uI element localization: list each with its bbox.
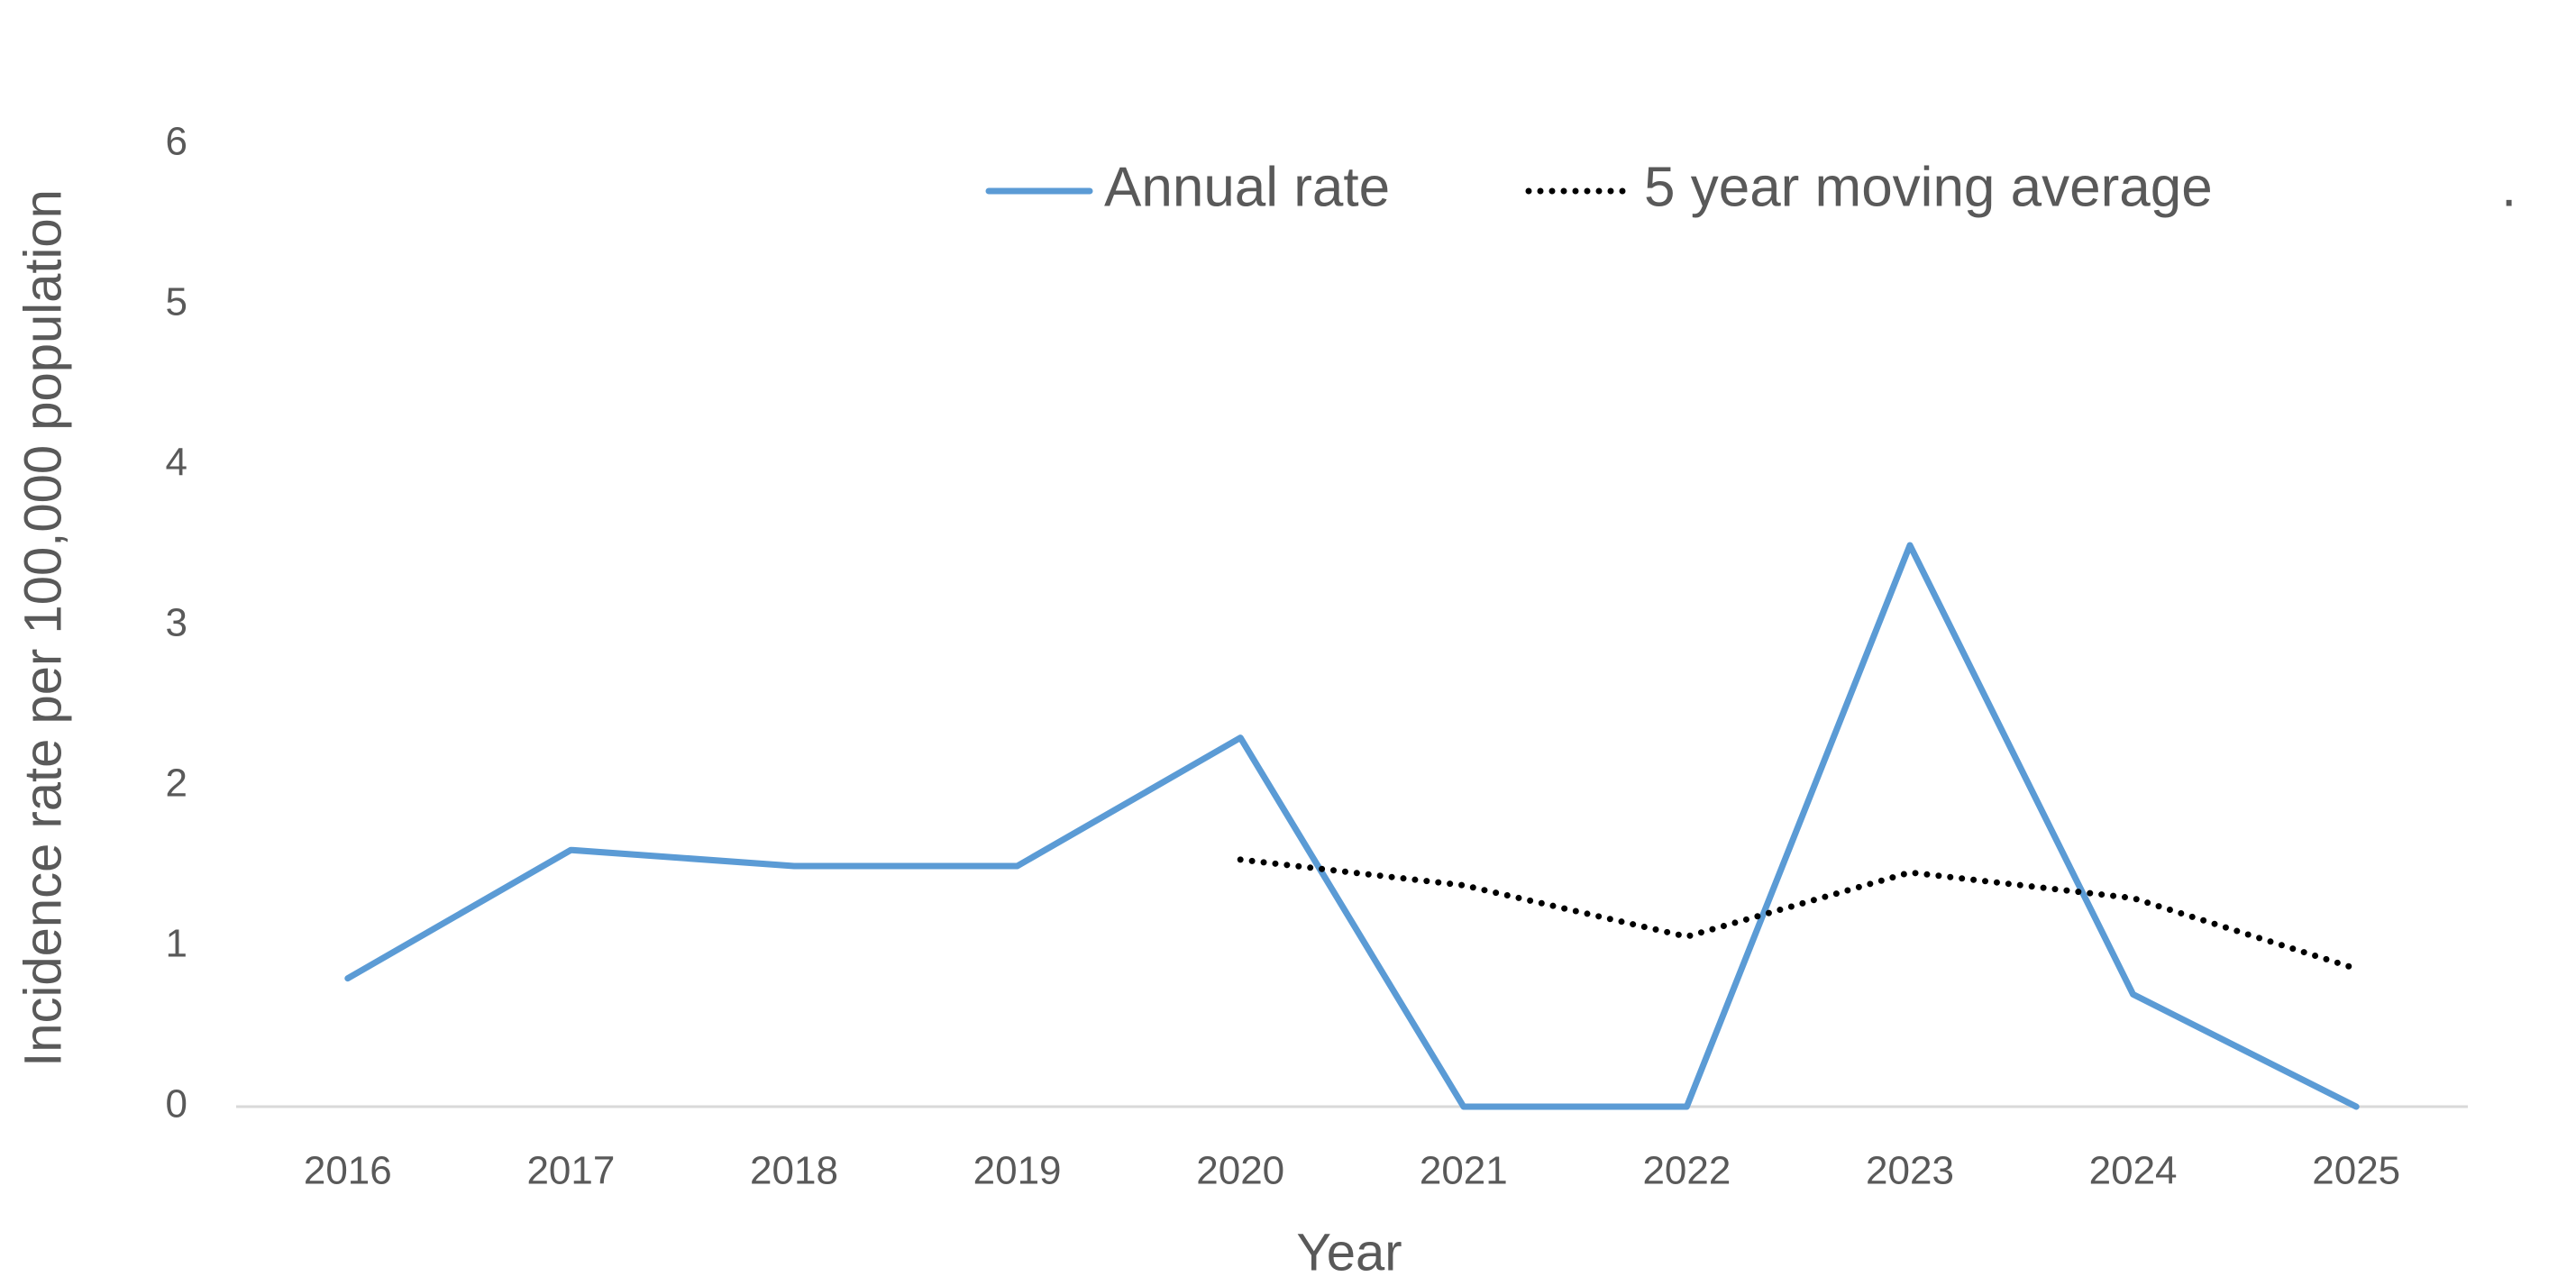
x-tick-label: 2018	[750, 1149, 838, 1193]
x-tick-label: 2019	[973, 1149, 1062, 1193]
y-tick-label: 0	[166, 1082, 187, 1126]
x-tick-label: 2024	[2089, 1149, 2178, 1193]
series-line	[344, 542, 2360, 1110]
y-tick-label: 5	[166, 280, 187, 324]
x-tick-label: 2020	[1196, 1149, 1284, 1193]
legend-label: .	[2501, 156, 2517, 218]
x-axis-title: Year	[1296, 1223, 1402, 1281]
x-tick-label: 2025	[2312, 1149, 2400, 1193]
y-tick-label: 6	[166, 120, 187, 164]
x-tick-label: 2016	[304, 1149, 392, 1193]
y-tick-label: 2	[166, 762, 187, 806]
legend-label: 5 year moving average	[1644, 156, 2213, 218]
x-tick-label: 2023	[1866, 1149, 1954, 1193]
y-axis-title: Incidence rate per 100,000 population	[14, 189, 72, 1067]
legend-label: Annual rate	[1104, 156, 1390, 218]
y-tick-label: 4	[166, 441, 187, 485]
x-tick-label: 2022	[1642, 1149, 1731, 1193]
x-tick-label: 2021	[1420, 1149, 1508, 1193]
x-tick-label: 2017	[526, 1149, 615, 1193]
y-tick-label: 1	[166, 922, 187, 966]
series-line	[1237, 856, 2360, 972]
y-tick-label: 3	[166, 601, 187, 645]
